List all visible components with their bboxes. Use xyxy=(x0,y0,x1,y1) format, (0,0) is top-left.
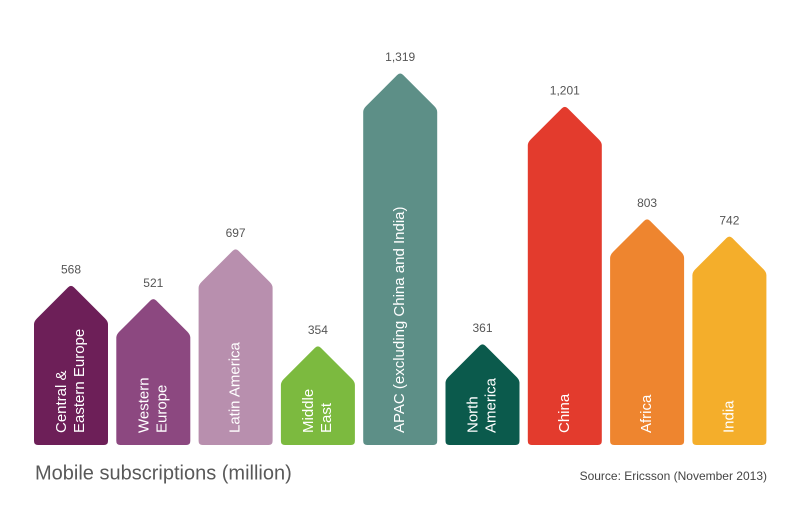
value-label: 568 xyxy=(61,263,81,277)
category-label: China xyxy=(556,393,573,433)
bar xyxy=(692,236,767,445)
bar xyxy=(445,344,520,445)
bar xyxy=(610,219,685,445)
value-label: 1,319 xyxy=(385,50,415,64)
bar xyxy=(280,346,355,445)
bar xyxy=(527,106,602,446)
value-label: 521 xyxy=(143,276,163,290)
category-label: Europe xyxy=(153,385,170,433)
value-label: 1,201 xyxy=(550,84,580,98)
bar xyxy=(116,299,191,445)
bar xyxy=(34,285,108,445)
value-label: 742 xyxy=(719,213,739,227)
bar xyxy=(198,249,273,445)
category-label: India xyxy=(720,400,737,433)
value-label: 803 xyxy=(637,196,657,210)
bar xyxy=(363,73,438,445)
source: Source: Ericsson (November 2013) xyxy=(580,469,767,483)
category-label: Middle xyxy=(300,389,317,433)
category-label: Western xyxy=(135,377,152,433)
category-label: APAC (excluding China and India) xyxy=(391,206,408,433)
category-label: Africa xyxy=(638,394,655,433)
value-label: 361 xyxy=(472,321,492,335)
category-label: Eastern Europe xyxy=(71,329,88,433)
value-label: 354 xyxy=(308,323,328,337)
value-label: 697 xyxy=(226,226,246,240)
category-label: East xyxy=(318,402,335,433)
category-label: Latin America xyxy=(227,341,244,433)
chart-title: Mobile subscriptions (million) xyxy=(35,462,292,484)
category-label: North xyxy=(464,396,481,433)
category-label: America xyxy=(482,377,499,433)
category-label: Central & xyxy=(53,370,70,433)
